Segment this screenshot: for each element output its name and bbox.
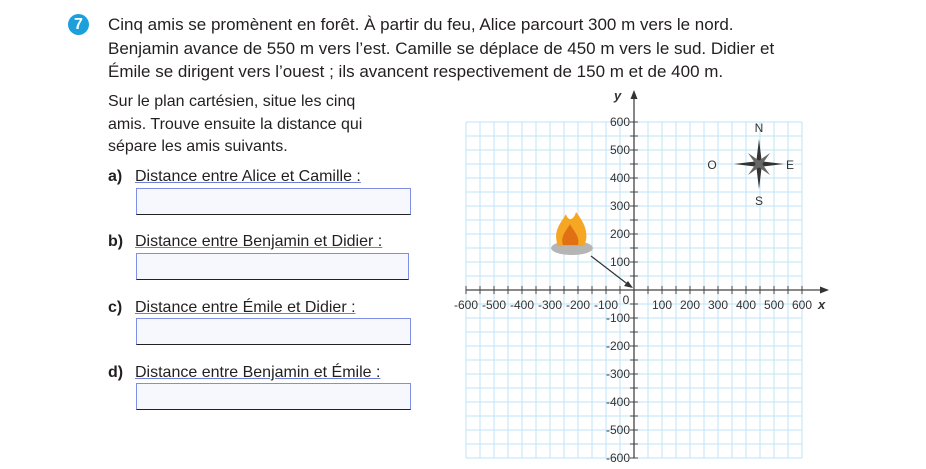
question-text: Distance entre Benjamin et Émile :	[135, 364, 381, 381]
x-tick-label: 300	[708, 298, 728, 312]
question-b: b) Distance entre Benjamin et Didier :	[108, 233, 382, 251]
answer-box-c[interactable]	[136, 318, 411, 345]
y-axis-arrow	[630, 90, 638, 99]
instructions: Sur le plan cartésien, situe les cinq am…	[108, 91, 362, 159]
compass-south: S	[755, 194, 763, 208]
compass-rose-icon	[748, 153, 770, 175]
campfire-flame	[562, 224, 579, 245]
answer-box-d[interactable]	[136, 383, 411, 410]
exercise-number-badge: 7	[68, 14, 89, 35]
intro-line: Émile se dirigent vers l’ouest ; ils ava…	[108, 62, 724, 81]
x-tick-label: -600	[454, 298, 478, 312]
y-tick-label: 300	[610, 199, 630, 213]
question-text: Distance entre Alice et Camille :	[135, 168, 361, 185]
x-tick-label: 100	[652, 298, 672, 312]
compass-north: N	[755, 121, 764, 135]
question-letter: d)	[108, 364, 124, 381]
y-tick-label: 400	[610, 171, 630, 185]
y-tick-label: -300	[606, 367, 630, 381]
question-a: a) Distance entre Alice et Camille :	[108, 168, 361, 186]
x-tick-label: 200	[680, 298, 700, 312]
x-tick-label: 600	[792, 298, 812, 312]
x-axis-label: x	[817, 297, 826, 312]
answer-box-a[interactable]	[136, 188, 411, 215]
intro-line: Benjamin avance de 550 m vers l’est. Cam…	[108, 38, 775, 58]
question-c: c) Distance entre Émile et Didier :	[108, 299, 356, 317]
x-tick-label: -100	[594, 298, 618, 312]
y-tick-label: 600	[610, 115, 630, 129]
y-axis-label: y	[613, 88, 622, 103]
x-tick-label: 500	[764, 298, 784, 312]
question-text: Distance entre Émile et Didier :	[135, 299, 356, 316]
y-tick-label: -100	[606, 311, 630, 325]
y-tick-label: 200	[610, 227, 630, 241]
question-letter: a)	[108, 168, 123, 185]
origin-label: 0	[623, 293, 630, 307]
problem-statement: Cinq amis se promènent en forêt. À parti…	[108, 13, 908, 84]
x-tick-label: -200	[566, 298, 590, 312]
instruction-line: sépare les amis suivants.	[108, 138, 288, 155]
compass-west: O	[707, 158, 716, 172]
x-tick-label: -400	[510, 298, 534, 312]
compass-east: E	[786, 158, 794, 172]
y-tick-label: -200	[606, 339, 630, 353]
instruction-line: amis. Trouve ensuite la distance qui	[108, 115, 363, 133]
instruction-line: Sur le plan cartésien, situe les cinq	[108, 93, 356, 110]
answer-box-b[interactable]	[136, 253, 409, 280]
y-tick-label: -500	[606, 423, 630, 437]
y-tick-label: -600	[606, 451, 630, 465]
campfire-pointer-arrowhead	[624, 281, 633, 288]
x-tick-label: -300	[538, 298, 562, 312]
campfire-pointer-arrow	[590, 255, 631, 287]
y-tick-label: -400	[606, 395, 630, 409]
y-tick-label: 100	[610, 255, 630, 269]
y-tick-label: 500	[610, 143, 630, 157]
question-letter: c)	[108, 299, 123, 316]
x-tick-label: -500	[482, 298, 506, 312]
question-text: Distance entre Benjamin et Didier :	[135, 233, 383, 250]
question-letter: b)	[108, 233, 124, 250]
x-axis-arrow	[820, 286, 829, 294]
x-tick-label: 400	[736, 298, 756, 312]
question-d: d) Distance entre Benjamin et Émile :	[108, 364, 380, 382]
intro-line: Cinq amis se promènent en forêt. À parti…	[108, 15, 734, 34]
